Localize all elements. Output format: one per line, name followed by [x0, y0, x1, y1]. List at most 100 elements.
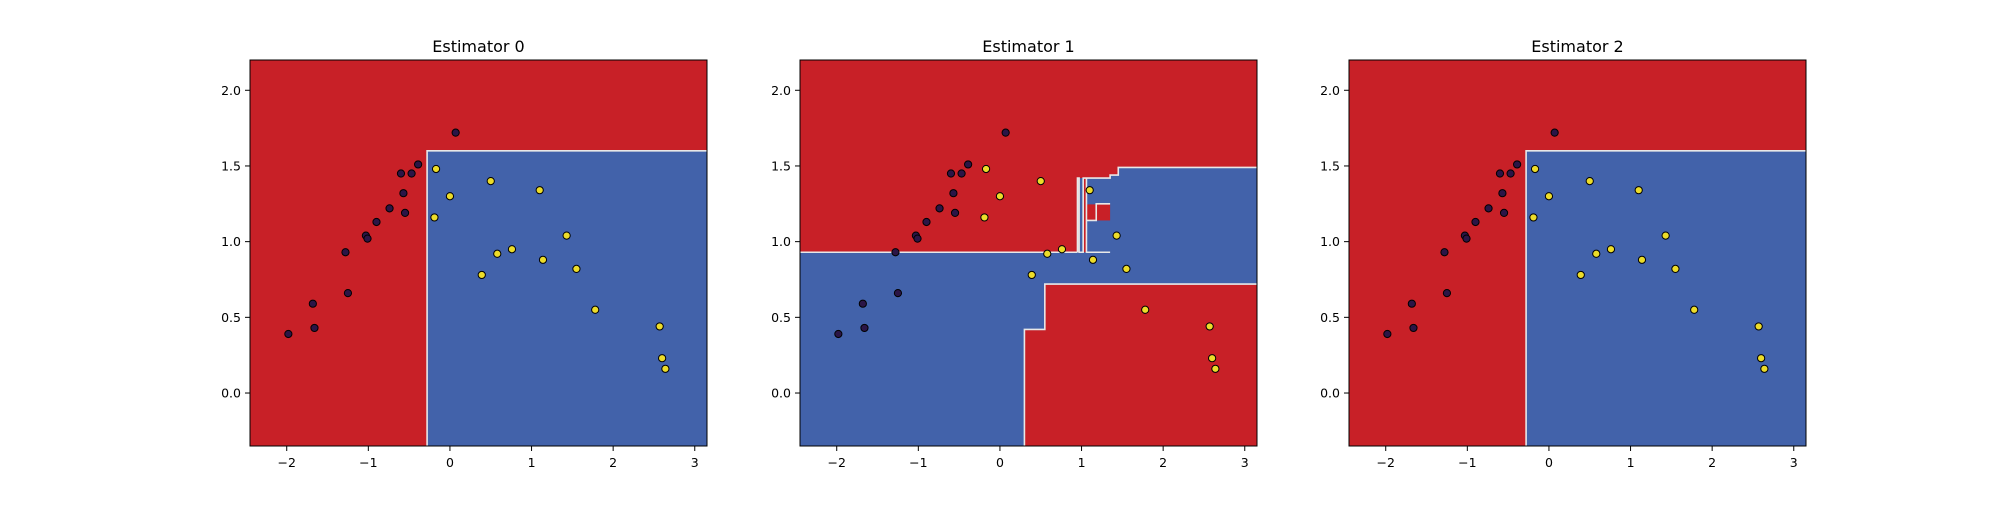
x-tick-label: 2	[1159, 455, 1167, 470]
data-point	[1208, 354, 1217, 363]
data-point	[1027, 270, 1036, 280]
data-point	[1442, 289, 1452, 298]
chart-title: Estimator 1	[982, 37, 1074, 56]
x-tick-label: 1	[528, 455, 536, 470]
data-point	[1498, 189, 1507, 198]
data-point	[1671, 264, 1680, 273]
y-tick-label: 1.0	[1320, 234, 1340, 249]
data-point	[535, 186, 544, 195]
data-point	[1757, 354, 1766, 363]
y-tick-label: 1.5	[221, 158, 241, 173]
region-class-1	[427, 150, 707, 446]
x-tick-label: −1	[359, 455, 377, 470]
data-point	[1112, 231, 1121, 240]
x-tick-label: −2	[278, 455, 296, 470]
y-tick-label: 2.0	[771, 83, 791, 98]
data-point	[445, 192, 455, 201]
data-point	[363, 234, 372, 243]
data-point	[430, 213, 439, 222]
data-point	[980, 213, 989, 222]
decision-boundary	[1023, 283, 1257, 446]
data-point	[1471, 217, 1480, 227]
data-point	[1407, 299, 1416, 308]
data-point	[1495, 169, 1505, 178]
data-point	[1529, 213, 1538, 222]
x-tick-label: 0	[996, 455, 1004, 470]
data-point	[1592, 249, 1601, 258]
data-point	[308, 299, 317, 308]
data-point	[400, 208, 410, 217]
data-point	[1585, 176, 1594, 186]
data-point	[891, 248, 900, 257]
data-point	[343, 289, 353, 298]
region-class-1	[1079, 178, 1084, 253]
region-class-1	[1110, 178, 1257, 285]
decision-boundary	[426, 150, 707, 446]
data-point	[310, 323, 319, 333]
data-point	[591, 305, 600, 314]
data-point	[538, 255, 548, 264]
data-point	[1211, 364, 1220, 373]
data-point	[913, 234, 922, 243]
data-point	[1057, 245, 1067, 254]
data-point	[661, 364, 670, 373]
chart-title: Estimator 2	[1531, 37, 1623, 56]
y-tick-label: 2.0	[221, 83, 241, 98]
data-point	[507, 245, 517, 254]
data-point	[451, 128, 460, 137]
x-tick-label: 0	[1545, 455, 1553, 470]
data-point	[1383, 329, 1392, 339]
data-point	[995, 192, 1005, 201]
data-point	[284, 329, 293, 339]
data-point	[1606, 245, 1616, 254]
region-class-1	[1086, 220, 1111, 253]
data-point	[1440, 248, 1449, 257]
data-point	[477, 270, 486, 280]
y-tick-label: 1.0	[221, 234, 241, 249]
data-point	[1462, 234, 1471, 243]
data-point	[1530, 164, 1540, 174]
data-point	[372, 217, 381, 227]
x-tick-label: 2	[1708, 455, 1716, 470]
region-class-1	[1526, 150, 1806, 446]
data-point	[935, 204, 944, 213]
y-tick-label: 1.5	[1320, 158, 1340, 173]
y-tick-label: 0.0	[771, 386, 791, 401]
data-point	[407, 169, 416, 178]
data-point	[1001, 128, 1010, 137]
data-point	[957, 169, 966, 178]
data-point	[981, 164, 991, 174]
region-class-1	[800, 252, 1026, 446]
plot-area	[250, 60, 707, 446]
data-point	[1760, 364, 1769, 373]
panel-1: −2 −1 0 1 2 3 0.0 0.5 1.0 1.5 2.0 Estimator 1	[771, 37, 1258, 470]
data-point	[414, 160, 423, 169]
axes-frame	[249, 59, 708, 447]
decision-boundary	[1076, 166, 1257, 254]
data-point	[655, 322, 664, 331]
data-point	[1205, 322, 1214, 331]
data-point	[860, 323, 869, 333]
data-point	[385, 204, 394, 213]
axes-frame	[1348, 59, 1807, 447]
x-tick-label: 3	[1790, 455, 1798, 470]
x-tick-label: −2	[1377, 455, 1395, 470]
data-point	[1690, 305, 1699, 314]
data-point	[1661, 231, 1670, 240]
data-point	[341, 248, 350, 257]
data-point	[950, 208, 960, 217]
data-point	[1550, 128, 1559, 137]
x-tick-label: 2	[609, 455, 617, 470]
data-point	[1499, 208, 1509, 217]
axes-frame	[799, 59, 1258, 447]
plot-area	[1349, 60, 1806, 446]
data-point	[572, 264, 581, 273]
data-point	[396, 169, 406, 178]
data-point	[658, 354, 667, 363]
data-point	[562, 231, 571, 240]
decision-boundary	[1086, 203, 1111, 222]
y-tick-label: 0.5	[1320, 310, 1340, 325]
data-point	[1409, 323, 1418, 333]
